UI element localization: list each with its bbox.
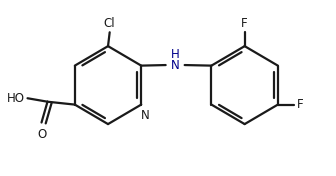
Text: F: F xyxy=(296,98,303,111)
Text: F: F xyxy=(241,17,248,30)
Text: H: H xyxy=(171,48,180,61)
Text: N: N xyxy=(171,59,180,72)
Text: N: N xyxy=(141,109,150,122)
Text: Cl: Cl xyxy=(104,17,116,30)
Text: O: O xyxy=(37,128,46,141)
Text: HO: HO xyxy=(7,92,25,105)
